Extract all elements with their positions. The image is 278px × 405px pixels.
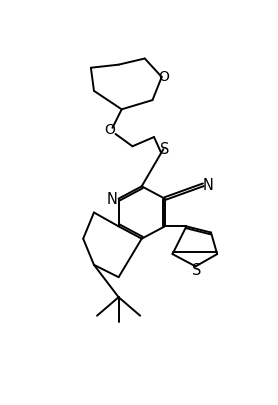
Text: O: O	[105, 122, 116, 136]
Text: S: S	[192, 262, 202, 277]
Text: N: N	[107, 192, 118, 207]
Text: N: N	[202, 177, 213, 192]
Text: O: O	[158, 70, 169, 84]
Text: S: S	[160, 142, 170, 157]
